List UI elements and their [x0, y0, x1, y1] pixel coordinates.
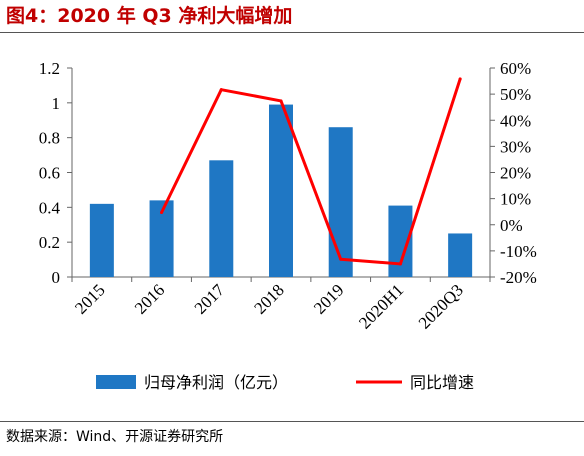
y-left-tick-label: 0.8 — [39, 129, 60, 148]
legend-bar-label: 归母净利润（亿元） — [144, 374, 288, 392]
line-point — [339, 257, 343, 261]
bar — [448, 233, 473, 277]
y-left-tick-label: 0 — [52, 268, 61, 287]
source-note: 数据来源：Wind、开源证券研究所 — [6, 429, 224, 445]
line-point — [458, 77, 462, 81]
figure-title: 图4：2020 年 Q3 净利大幅增加 — [6, 5, 293, 27]
y-right-tick-label: -10% — [500, 242, 537, 261]
x-tick-label: 2017 — [191, 280, 229, 318]
bar — [89, 203, 114, 277]
x-tick-label: 2015 — [71, 280, 108, 317]
y-left-tick-label: 1.2 — [39, 59, 60, 78]
x-tick-label: 2020Q3 — [415, 280, 467, 332]
bar — [328, 127, 353, 277]
y-left-tick-label: 1 — [52, 94, 61, 113]
bar — [209, 160, 234, 277]
y-right-tick-label: -20% — [500, 268, 537, 287]
title-divider — [0, 32, 584, 33]
bar — [269, 104, 293, 277]
y-right-tick-label: 50% — [500, 85, 531, 104]
line-point — [219, 88, 223, 92]
legend-bar-swatch — [96, 375, 136, 389]
x-tick-label: 2020H1 — [355, 280, 407, 332]
y-left-tick-label: 0.6 — [39, 164, 60, 183]
x-tick-label: 2019 — [310, 280, 347, 317]
y-right-tick-label: 30% — [500, 137, 531, 156]
y-right-tick-label: 60% — [500, 59, 531, 78]
x-tick-label: 2018 — [250, 280, 287, 317]
line-point — [160, 210, 164, 214]
x-tick-label: 2016 — [131, 280, 168, 317]
y-right-tick-label: 20% — [500, 164, 531, 183]
y-left-tick-label: 0.4 — [39, 198, 61, 217]
y-right-tick-label: 0% — [500, 216, 523, 235]
line-series — [160, 77, 462, 266]
y-right-tick-label: 10% — [500, 190, 531, 209]
line-point — [279, 99, 283, 103]
line-point — [398, 262, 402, 266]
y-right-tick-label: 40% — [500, 111, 531, 130]
chart: 0 0.2 0.4 0.6 0.8 1 1.2 -20% -10% 0% 10% 20% 30% 40% 5… — [39, 59, 537, 392]
legend-line-label: 同比增速 — [410, 374, 474, 392]
source-divider — [0, 421, 584, 422]
y-left-tick-label: 0.2 — [39, 233, 60, 252]
